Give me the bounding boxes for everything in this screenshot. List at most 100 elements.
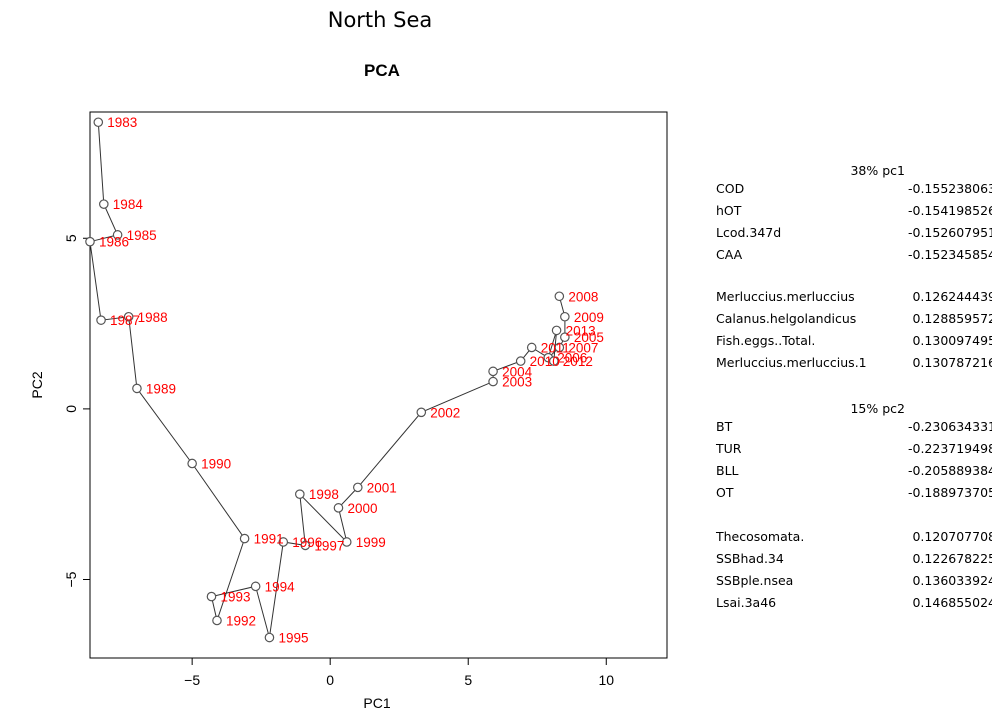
axes: −5 0 5 10 −5 0 5 <box>63 234 614 688</box>
point-label-2002: 2002 <box>430 405 460 420</box>
point-label-1987: 1987 <box>110 313 140 328</box>
point-label-2001: 2001 <box>367 480 397 495</box>
loading-variable: OT <box>716 485 734 500</box>
loading-row: COD -0.155238063 <box>716 181 992 203</box>
loading-row: Calanus.helgolandicus 0.128859572 <box>716 311 992 333</box>
point-label-1983: 1983 <box>107 115 137 130</box>
loading-row: Merluccius.merluccius 0.126244439 <box>716 289 992 311</box>
loading-variable: Lcod.347d <box>716 225 782 240</box>
data-points <box>85 117 570 643</box>
y-tick-label: 0 <box>63 405 79 413</box>
point-label-1998: 1998 <box>309 487 339 502</box>
y-axis-label: PC2 <box>29 371 45 398</box>
x-axis-label: PC1 <box>363 695 390 711</box>
point-label-2006: 2006 <box>557 351 587 366</box>
loading-variable: Lsai.3a46 <box>716 595 777 610</box>
point-1990 <box>187 458 197 469</box>
point-2001 <box>352 482 363 493</box>
loading-row: Fish.eggs..Total. 0.130097495 <box>716 333 992 355</box>
point-1993 <box>206 591 217 602</box>
y-tick-label: 5 <box>63 234 79 242</box>
point-label-1986: 1986 <box>99 235 129 250</box>
loading-value: -0.205889384 <box>907 463 992 478</box>
point-label-2005: 2005 <box>574 330 604 345</box>
point-1988 <box>123 311 134 322</box>
point-2010 <box>515 356 526 366</box>
loading-variable: Thecosomata. <box>716 529 805 544</box>
point-2011 <box>526 342 537 353</box>
point-1983 <box>93 117 104 128</box>
point-1985 <box>112 230 123 240</box>
point-label-2003: 2003 <box>502 375 532 390</box>
point-label-1994: 1994 <box>265 579 296 594</box>
point-1992 <box>212 615 222 626</box>
plot-frame <box>89 111 668 659</box>
point-2012 <box>549 356 559 366</box>
point-2009 <box>560 311 570 322</box>
chart-title: PCA <box>364 61 400 80</box>
loading-variable: CAA <box>716 247 743 262</box>
loading-row: Merluccius.merluccius.1 0.130787216 <box>716 355 992 377</box>
point-label-2009: 2009 <box>574 310 604 325</box>
x-tick-label: −5 <box>184 672 200 688</box>
figure-suptitle: North Sea <box>327 8 433 32</box>
loading-value: -0.223719498 <box>907 441 992 456</box>
loading-value: 0.120707708 <box>912 529 992 544</box>
loading-variable: Calanus.helgolandicus <box>716 311 857 326</box>
loading-variable: SSBhad.34 <box>716 551 784 566</box>
point-label-2000: 2000 <box>347 501 377 516</box>
loading-value: 0.128859572 <box>912 311 992 326</box>
loading-row: OT -0.188973705 <box>716 485 992 507</box>
loading-row: TUR -0.223719498 <box>716 441 992 463</box>
pc2-header: 15% pc2 <box>850 401 905 416</box>
point-2004 <box>488 366 498 377</box>
point-label-1997: 1997 <box>314 538 344 553</box>
point-2005 <box>560 332 570 343</box>
point-label-1990: 1990 <box>201 456 231 471</box>
point-1984 <box>99 199 109 209</box>
loading-variable: TUR <box>716 441 742 456</box>
point-2000 <box>333 503 344 513</box>
loading-value: -0.155238063 <box>907 181 992 196</box>
loading-value: 0.130097495 <box>912 333 992 348</box>
point-1997 <box>300 540 311 551</box>
loading-variable: SSBple.nsea <box>716 573 794 588</box>
loading-value: 0.126244439 <box>912 289 992 304</box>
pc1-header: 38% pc1 <box>850 163 905 178</box>
loading-row: CAA -0.152345854 <box>716 247 992 269</box>
point-label-1993: 1993 <box>220 590 250 605</box>
point-label-2012: 2012 <box>563 354 593 369</box>
x-tick-label: 10 <box>598 672 614 688</box>
point-1986 <box>85 236 95 247</box>
loading-variable: BLL <box>716 463 739 478</box>
point-1987 <box>96 315 106 325</box>
loading-variable: Merluccius.merluccius <box>716 289 855 304</box>
y-tick-label: −5 <box>63 571 79 587</box>
point-label-1995: 1995 <box>278 631 308 646</box>
x-tick-label: 0 <box>326 672 334 688</box>
loading-value: -0.152607951 <box>907 225 992 240</box>
loading-row: Lcod.347d -0.152607951 <box>716 225 992 247</box>
loading-variable: hOT <box>716 203 742 218</box>
point-2007 <box>554 342 565 353</box>
point-label-1985: 1985 <box>127 228 157 243</box>
point-label-2008: 2008 <box>568 289 598 304</box>
loading-row: hOT -0.154198526 <box>716 203 992 225</box>
loading-value: 0.146855024 <box>912 595 992 610</box>
point-label-1984: 1984 <box>113 197 144 212</box>
point-label-2013: 2013 <box>566 323 596 338</box>
point-label-2004: 2004 <box>502 364 533 379</box>
point-label-1991: 1991 <box>254 532 284 547</box>
loading-row: BLL -0.205889384 <box>716 463 992 485</box>
point-label-1996: 1996 <box>292 535 322 550</box>
point-label-1989: 1989 <box>146 381 176 396</box>
point-label-1988: 1988 <box>138 310 168 325</box>
loading-row: Lsai.3a46 0.146855024 <box>716 595 992 617</box>
loading-variable: Merluccius.merluccius.1 <box>716 355 867 370</box>
loading-row: BT -0.230634331 <box>716 419 992 441</box>
loading-variable: BT <box>716 419 733 434</box>
point-1994 <box>250 581 261 592</box>
loading-value: 0.130787216 <box>912 355 992 370</box>
